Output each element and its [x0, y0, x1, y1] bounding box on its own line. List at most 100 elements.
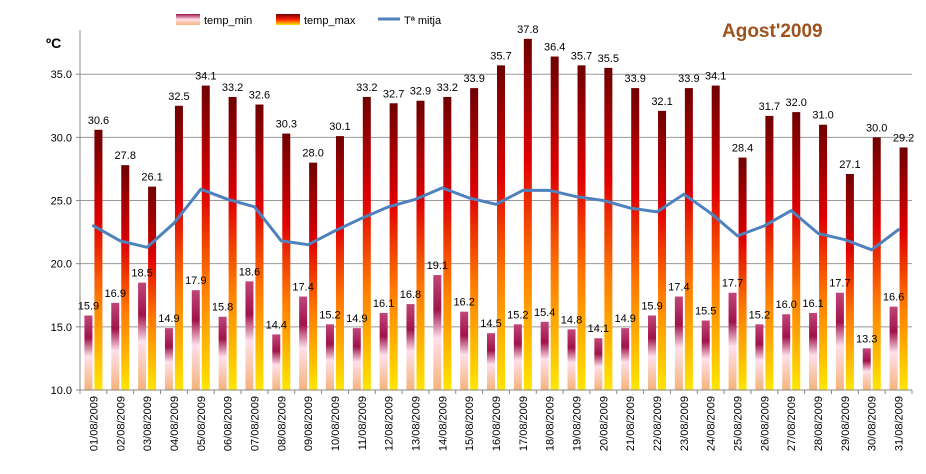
- data-label-temp-max: 33.2: [356, 82, 377, 94]
- data-label-temp-min: 14.9: [614, 313, 635, 325]
- data-label-temp-min: 15.4: [534, 307, 555, 319]
- x-tick-label: 05/08/2009: [196, 396, 208, 451]
- y-tick-label: 25.0: [51, 196, 72, 208]
- bar-temp-max: [443, 96, 452, 391]
- data-label-temp-min: 15.5: [695, 306, 716, 318]
- x-tick-label: 12/08/2009: [384, 396, 396, 451]
- x-tick-label: 22/08/2009: [652, 396, 664, 451]
- x-tick-label: 11/08/2009: [357, 396, 369, 450]
- bar-temp-max: [309, 162, 318, 390]
- data-label-temp-min: 17.9: [185, 275, 206, 287]
- x-tick-label: 17/08/2009: [518, 396, 530, 451]
- x-tick-label: 04/08/2009: [169, 396, 181, 451]
- x-tick-label: 27/08/2009: [786, 396, 798, 451]
- bar-temp-min: [84, 315, 93, 390]
- data-label-temp-max: 27.8: [115, 150, 136, 162]
- bar-temp-min: [191, 290, 200, 390]
- data-label-temp-min: 15.2: [319, 309, 340, 321]
- y-axis-label: ºC: [46, 35, 61, 51]
- bar-temp-min: [299, 296, 308, 390]
- bar-temp-max: [845, 174, 854, 390]
- data-label-temp-min: 18.6: [239, 266, 260, 278]
- data-label-temp-min: 13.3: [856, 333, 877, 345]
- data-label-temp-min: 17.4: [292, 282, 313, 294]
- x-tick-label: 07/08/2009: [249, 396, 261, 451]
- bar-temp-max: [255, 104, 264, 391]
- bar-temp-min: [352, 328, 361, 390]
- bar-temp-min: [218, 316, 227, 390]
- bar-temp-min: [379, 312, 388, 390]
- data-label-temp-min: 17.4: [668, 282, 689, 294]
- data-label-temp-max: 35.7: [571, 50, 592, 62]
- bar-temp-max: [738, 157, 747, 390]
- bar-temp-min: [862, 348, 871, 390]
- bar-temp-min: [513, 324, 522, 390]
- x-tick-label: 23/08/2009: [679, 396, 691, 451]
- bar-temp-min: [701, 320, 710, 390]
- x-tick-label: 08/08/2009: [276, 396, 288, 451]
- data-label-temp-min: 16.1: [802, 298, 823, 310]
- bar-temp-max: [335, 136, 344, 390]
- x-tick-label: 31/08/2009: [894, 396, 906, 451]
- data-label-temp-max: 33.9: [624, 73, 645, 85]
- data-label-temp-min: 14.4: [266, 319, 287, 331]
- data-label-temp-max: 28.0: [302, 148, 323, 160]
- legend-label-temp-max: temp_max: [304, 15, 356, 27]
- x-tick-label: 10/08/2009: [330, 396, 342, 451]
- data-label-temp-max: 30.1: [329, 121, 350, 133]
- bar-temp-max: [523, 38, 532, 391]
- data-label-temp-max: 27.1: [839, 159, 860, 171]
- data-label-temp-max: 33.2: [222, 82, 243, 94]
- data-label-temp-max: 33.9: [463, 73, 484, 85]
- data-label-temp-max: 33.2: [437, 82, 458, 94]
- x-tick-label: 02/08/2009: [115, 396, 127, 451]
- data-label-temp-min: 16.8: [400, 289, 421, 301]
- data-label-temp-min: 14.8: [561, 314, 582, 326]
- legend-label-mean: Tª mitja: [404, 15, 442, 27]
- legend-swatch-temp-max: [276, 14, 300, 25]
- bar-temp-min: [487, 333, 495, 390]
- bar-temp-min: [540, 321, 549, 390]
- data-label-temp-min: 16.1: [373, 298, 394, 310]
- data-label-temp-max: 32.1: [651, 96, 672, 108]
- bar-temp-max: [899, 147, 908, 390]
- x-tick-label: 03/08/2009: [142, 396, 154, 451]
- bar-temp-max: [497, 65, 505, 391]
- bar-temp-min: [648, 315, 657, 390]
- data-label-temp-max: 29.2: [893, 132, 914, 144]
- bar-temp-max: [872, 137, 881, 390]
- data-label-temp-max: 35.5: [598, 53, 619, 65]
- bar-temp-max: [416, 100, 425, 390]
- data-label-temp-min: 15.8: [212, 302, 233, 314]
- legend: temp_min temp_max Tª mitja: [176, 14, 442, 27]
- y-tick-label: 20.0: [51, 259, 72, 271]
- data-label-temp-max: 28.4: [732, 143, 753, 155]
- x-tick-label: 29/08/2009: [840, 396, 852, 451]
- data-label-temp-min: 16.0: [776, 299, 797, 311]
- bar-temp-min: [433, 275, 442, 390]
- bar-temp-max: [470, 88, 479, 391]
- data-label-temp-min: 17.7: [829, 278, 850, 290]
- y-tick-label: 10.0: [51, 385, 72, 397]
- bar-temp-min: [111, 302, 120, 390]
- data-label-temp-max: 34.1: [705, 71, 726, 83]
- bar-temp-max: [711, 85, 720, 390]
- bar-temp-max: [362, 96, 371, 391]
- legend-label-temp-min: temp_min: [204, 15, 252, 27]
- data-label-temp-max: 30.6: [88, 115, 109, 127]
- data-label-temp-max: 36.4: [544, 42, 565, 54]
- chart-title: Agost'2009: [722, 21, 823, 42]
- bar-temp-min: [245, 281, 254, 390]
- data-label-temp-min: 15.9: [641, 300, 662, 312]
- data-label-temp-min: 16.9: [105, 288, 126, 300]
- mean-line-layer: [91, 186, 901, 252]
- x-tick-label: 28/08/2009: [813, 396, 825, 451]
- bar-temp-max: [631, 88, 640, 391]
- bar-temp-min: [889, 306, 898, 390]
- bar-temp-max: [389, 103, 398, 391]
- x-tick-label: 13/08/2009: [410, 396, 422, 451]
- data-label-temp-min: 17.7: [722, 278, 743, 290]
- bars: [84, 38, 908, 391]
- bar-temp-min: [567, 329, 576, 390]
